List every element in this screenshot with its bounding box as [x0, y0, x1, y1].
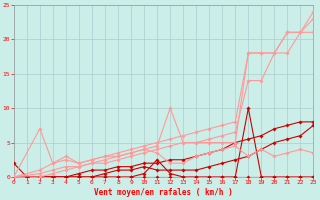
X-axis label: Vent moyen/en rafales ( km/h ): Vent moyen/en rafales ( km/h ) — [94, 188, 233, 197]
